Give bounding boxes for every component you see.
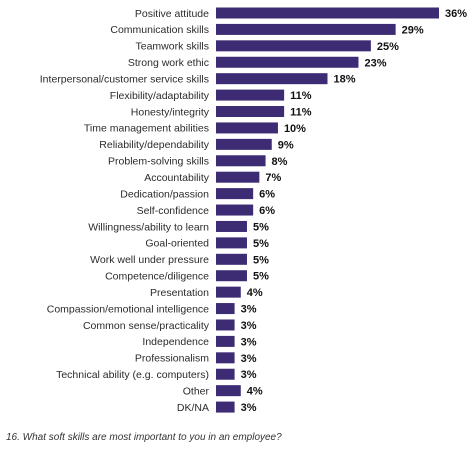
category-label: DK/NA: [177, 402, 209, 414]
bar: [216, 106, 285, 118]
category-label: Technical ability (e.g. computers): [56, 369, 209, 381]
category-label: Goal-oriented: [145, 238, 209, 250]
bar: [216, 89, 285, 101]
value-label: 5%: [253, 238, 269, 250]
category-label: Strong work ethic: [128, 57, 209, 69]
category-label: Willingness/ability to learn: [88, 221, 209, 233]
value-label: 6%: [259, 189, 275, 201]
category-label: Time management abilities: [84, 123, 209, 135]
bars: [216, 7, 439, 413]
bar: [216, 188, 254, 200]
category-label: Teamwork skills: [135, 41, 209, 53]
category-label: Flexibility/adaptability: [110, 90, 210, 102]
value-label: 10%: [284, 123, 306, 135]
value-label: 3%: [241, 369, 257, 381]
category-label: Compassion/emotional intelligence: [47, 303, 209, 315]
soft-skills-bar-chart: Positive attitude Communication skills Tea…: [40, 7, 468, 414]
bar: [216, 368, 235, 380]
bar: [216, 155, 266, 167]
category-label: Dedication/passion: [120, 188, 209, 200]
bar: [216, 270, 247, 282]
value-label: 4%: [247, 386, 263, 398]
category-label: Presentation: [150, 287, 209, 299]
value-labels: 36% 29%25% 23% 18% 11% 11% 10% 9% 8% 7% 6% 6% 5% 5% 5%…: [241, 8, 468, 414]
category-label: Communication skills: [110, 24, 209, 36]
bar: [216, 23, 396, 35]
category-label: Self-confidence: [137, 205, 210, 217]
bar: [216, 401, 235, 413]
value-label: 5%: [253, 221, 269, 233]
category-label: Professionalism: [135, 353, 209, 365]
value-label: 3%: [241, 402, 257, 414]
bar: [216, 7, 439, 19]
bar: [216, 220, 247, 232]
category-label: Other: [183, 385, 210, 397]
category-label: Reliability/dependability: [99, 139, 209, 151]
value-label: 4%: [247, 287, 263, 299]
bar: [216, 138, 272, 150]
question-caption: 16. What soft skills are most important …: [6, 432, 282, 443]
category-label: Competence/diligence: [105, 271, 209, 283]
category-label: Honesty/integrity: [131, 106, 210, 118]
bar: [216, 122, 278, 134]
value-label: 9%: [278, 139, 294, 151]
value-label: 25%: [377, 41, 399, 53]
value-label: 3%: [241, 320, 257, 332]
bar: [216, 40, 371, 52]
bar: [216, 319, 235, 331]
category-label: Problem-solving skills: [108, 156, 209, 168]
bar: [216, 73, 328, 85]
category-label: Work well under pressure: [90, 254, 209, 266]
value-label: 11%: [290, 90, 312, 102]
value-label: 11%: [290, 107, 312, 119]
bar: [216, 204, 254, 216]
value-label: 3%: [241, 336, 257, 348]
bar: [216, 171, 260, 183]
bar: [216, 385, 241, 397]
bar: [216, 335, 235, 347]
value-label: 3%: [241, 353, 257, 365]
category-label: Independence: [142, 336, 209, 348]
bar: [216, 56, 359, 68]
value-label: 5%: [253, 271, 269, 283]
category-label: Common sense/practicality: [83, 320, 210, 332]
bar: [216, 303, 235, 315]
value-label: 18%: [334, 74, 356, 86]
category-label: Interpersonal/customer service skills: [40, 73, 209, 85]
value-label: 23%: [364, 57, 386, 69]
value-label: 8%: [272, 156, 288, 168]
category-labels: Positive attitude Communication skills Tea…: [40, 8, 210, 414]
bar: [216, 237, 247, 249]
value-label: 3%: [241, 304, 257, 316]
category-label: Accountability: [144, 172, 210, 184]
value-label: 6%: [259, 205, 275, 217]
value-label: 5%: [253, 254, 269, 266]
bar: [216, 352, 235, 364]
value-label: 29%: [402, 24, 424, 36]
value-label: 36%: [445, 8, 467, 20]
category-label: Positive attitude: [135, 8, 209, 20]
bar: [216, 286, 241, 298]
value-label: 7%: [265, 172, 281, 184]
bar: [216, 253, 247, 265]
